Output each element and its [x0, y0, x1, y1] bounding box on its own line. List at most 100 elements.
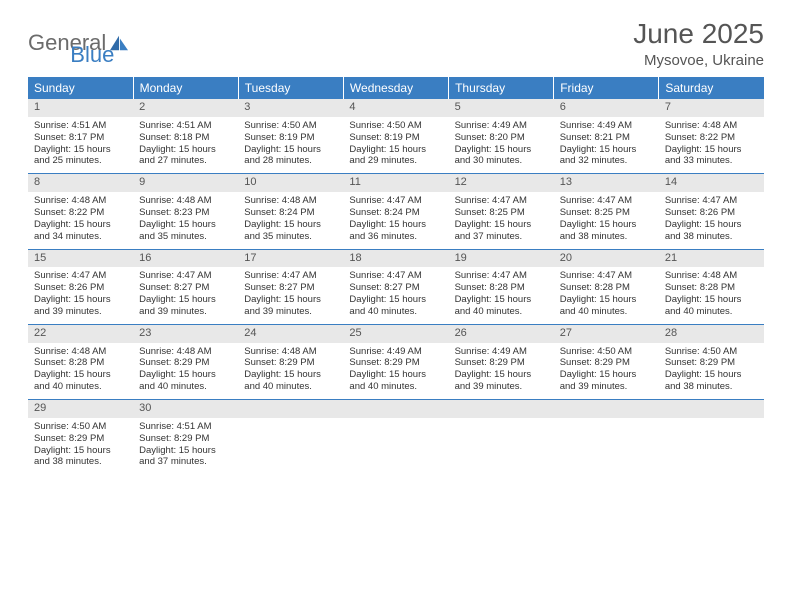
daylight-line: Daylight: 15 hours and 38 minutes.	[560, 219, 653, 243]
page-title: June 2025	[633, 18, 764, 50]
sunset-line: Sunset: 8:27 PM	[244, 282, 337, 294]
day-number: 16	[133, 250, 238, 268]
sunrise-line: Sunrise: 4:47 AM	[665, 195, 758, 207]
day-number: 29	[28, 400, 133, 418]
day-content: Sunrise: 4:47 AMSunset: 8:28 PMDaylight:…	[449, 267, 554, 324]
sunrise-line: Sunrise: 4:47 AM	[560, 270, 653, 282]
day-content: Sunrise: 4:48 AMSunset: 8:29 PMDaylight:…	[238, 343, 343, 400]
day-cell: 24Sunrise: 4:48 AMSunset: 8:29 PMDayligh…	[238, 324, 343, 399]
sunrise-line: Sunrise: 4:51 AM	[139, 120, 232, 132]
sunrise-line: Sunrise: 4:48 AM	[665, 120, 758, 132]
day-number: 22	[28, 325, 133, 343]
sunset-line: Sunset: 8:29 PM	[139, 433, 232, 445]
sunset-line: Sunset: 8:29 PM	[455, 357, 548, 369]
day-number	[238, 400, 343, 418]
day-content: Sunrise: 4:48 AMSunset: 8:22 PMDaylight:…	[659, 117, 764, 174]
sunset-line: Sunset: 8:17 PM	[34, 132, 127, 144]
calendar-table: Sunday Monday Tuesday Wednesday Thursday…	[28, 77, 764, 474]
day-number: 15	[28, 250, 133, 268]
day-cell: 23Sunrise: 4:48 AMSunset: 8:29 PMDayligh…	[133, 324, 238, 399]
day-content: Sunrise: 4:49 AMSunset: 8:20 PMDaylight:…	[449, 117, 554, 174]
day-content: Sunrise: 4:47 AMSunset: 8:27 PMDaylight:…	[238, 267, 343, 324]
daylight-line: Daylight: 15 hours and 39 minutes.	[244, 294, 337, 318]
day-cell	[449, 400, 554, 475]
sunset-line: Sunset: 8:18 PM	[139, 132, 232, 144]
sunrise-line: Sunrise: 4:48 AM	[139, 195, 232, 207]
sunset-line: Sunset: 8:19 PM	[244, 132, 337, 144]
day-cell: 7Sunrise: 4:48 AMSunset: 8:22 PMDaylight…	[659, 99, 764, 174]
day-content: Sunrise: 4:48 AMSunset: 8:24 PMDaylight:…	[238, 192, 343, 249]
dow-monday: Monday	[133, 77, 238, 99]
sunset-line: Sunset: 8:27 PM	[349, 282, 442, 294]
day-number: 10	[238, 174, 343, 192]
sunset-line: Sunset: 8:28 PM	[455, 282, 548, 294]
day-cell: 17Sunrise: 4:47 AMSunset: 8:27 PMDayligh…	[238, 249, 343, 324]
day-cell: 28Sunrise: 4:50 AMSunset: 8:29 PMDayligh…	[659, 324, 764, 399]
day-number: 30	[133, 400, 238, 418]
day-number: 28	[659, 325, 764, 343]
sunset-line: Sunset: 8:23 PM	[139, 207, 232, 219]
day-number: 26	[449, 325, 554, 343]
day-content: Sunrise: 4:51 AMSunset: 8:29 PMDaylight:…	[133, 418, 238, 475]
week-row: 1Sunrise: 4:51 AMSunset: 8:17 PMDaylight…	[28, 99, 764, 174]
day-cell: 8Sunrise: 4:48 AMSunset: 8:22 PMDaylight…	[28, 174, 133, 249]
day-content: Sunrise: 4:48 AMSunset: 8:28 PMDaylight:…	[659, 267, 764, 324]
day-content: Sunrise: 4:50 AMSunset: 8:29 PMDaylight:…	[28, 418, 133, 475]
day-content: Sunrise: 4:47 AMSunset: 8:27 PMDaylight:…	[343, 267, 448, 324]
day-content	[343, 418, 448, 427]
day-content: Sunrise: 4:47 AMSunset: 8:27 PMDaylight:…	[133, 267, 238, 324]
day-content: Sunrise: 4:47 AMSunset: 8:28 PMDaylight:…	[554, 267, 659, 324]
sunset-line: Sunset: 8:29 PM	[139, 357, 232, 369]
day-content: Sunrise: 4:51 AMSunset: 8:18 PMDaylight:…	[133, 117, 238, 174]
sunset-line: Sunset: 8:29 PM	[349, 357, 442, 369]
day-number: 9	[133, 174, 238, 192]
sunrise-line: Sunrise: 4:49 AM	[455, 346, 548, 358]
daylight-line: Daylight: 15 hours and 30 minutes.	[455, 144, 548, 168]
day-cell: 1Sunrise: 4:51 AMSunset: 8:17 PMDaylight…	[28, 99, 133, 174]
daylight-line: Daylight: 15 hours and 33 minutes.	[665, 144, 758, 168]
sunrise-line: Sunrise: 4:48 AM	[139, 346, 232, 358]
day-cell: 21Sunrise: 4:48 AMSunset: 8:28 PMDayligh…	[659, 249, 764, 324]
day-number: 5	[449, 99, 554, 117]
day-cell: 26Sunrise: 4:49 AMSunset: 8:29 PMDayligh…	[449, 324, 554, 399]
sunrise-line: Sunrise: 4:49 AM	[349, 346, 442, 358]
day-cell: 2Sunrise: 4:51 AMSunset: 8:18 PMDaylight…	[133, 99, 238, 174]
daylight-line: Daylight: 15 hours and 40 minutes.	[349, 294, 442, 318]
day-number: 25	[343, 325, 448, 343]
day-number: 18	[343, 250, 448, 268]
day-cell: 20Sunrise: 4:47 AMSunset: 8:28 PMDayligh…	[554, 249, 659, 324]
day-cell: 16Sunrise: 4:47 AMSunset: 8:27 PMDayligh…	[133, 249, 238, 324]
day-number: 21	[659, 250, 764, 268]
sunrise-line: Sunrise: 4:49 AM	[560, 120, 653, 132]
sunrise-line: Sunrise: 4:47 AM	[455, 195, 548, 207]
day-number	[449, 400, 554, 418]
header: General Blue June 2025 Mysovoe, Ukraine	[28, 18, 764, 69]
day-number	[343, 400, 448, 418]
day-number: 13	[554, 174, 659, 192]
sunset-line: Sunset: 8:20 PM	[455, 132, 548, 144]
daylight-line: Daylight: 15 hours and 40 minutes.	[665, 294, 758, 318]
day-number: 6	[554, 99, 659, 117]
sunrise-line: Sunrise: 4:50 AM	[560, 346, 653, 358]
day-cell: 29Sunrise: 4:50 AMSunset: 8:29 PMDayligh…	[28, 400, 133, 475]
sunrise-line: Sunrise: 4:51 AM	[34, 120, 127, 132]
sunrise-line: Sunrise: 4:50 AM	[665, 346, 758, 358]
calendar-body: 1Sunrise: 4:51 AMSunset: 8:17 PMDaylight…	[28, 99, 764, 474]
day-cell	[343, 400, 448, 475]
day-cell	[554, 400, 659, 475]
day-number: 14	[659, 174, 764, 192]
day-content: Sunrise: 4:50 AMSunset: 8:29 PMDaylight:…	[554, 343, 659, 400]
dow-thursday: Thursday	[449, 77, 554, 99]
logo: General Blue	[28, 18, 114, 68]
day-number: 7	[659, 99, 764, 117]
sunset-line: Sunset: 8:28 PM	[34, 357, 127, 369]
daylight-line: Daylight: 15 hours and 40 minutes.	[349, 369, 442, 393]
sunrise-line: Sunrise: 4:47 AM	[560, 195, 653, 207]
day-number: 27	[554, 325, 659, 343]
day-number: 3	[238, 99, 343, 117]
day-content	[659, 418, 764, 427]
day-number: 2	[133, 99, 238, 117]
logo-text-blue: Blue	[70, 42, 114, 68]
sunset-line: Sunset: 8:29 PM	[244, 357, 337, 369]
daylight-line: Daylight: 15 hours and 38 minutes.	[665, 219, 758, 243]
